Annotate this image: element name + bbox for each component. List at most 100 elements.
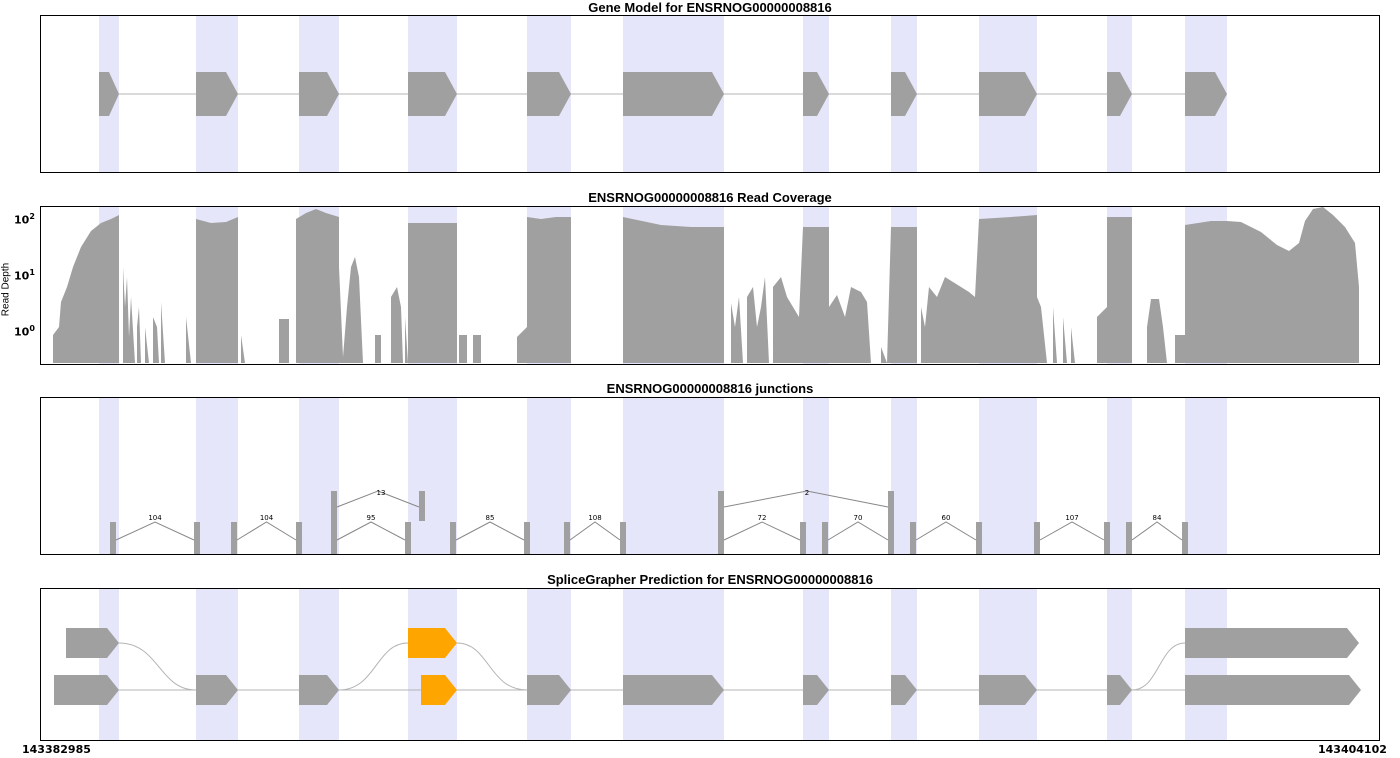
junction-count-8: 60 <box>942 514 951 522</box>
junction-count-3: 95 <box>367 514 376 522</box>
junction-bar-right-10 <box>1182 522 1188 554</box>
exon-9 <box>979 72 1037 116</box>
junction-count-upper-1: 13 <box>377 489 386 497</box>
exon-7 <box>803 72 829 116</box>
prediction-curve-4 <box>1131 642 1186 691</box>
prediction-exon-7 <box>891 675 917 705</box>
junction-count-6: 72 <box>758 514 767 522</box>
junction-bar-right-9 <box>1104 522 1110 554</box>
exon-highlight-6 <box>623 589 724 740</box>
prediction-novel-exon <box>421 675 457 705</box>
exon-highlight-4 <box>408 398 457 554</box>
exon-4 <box>408 72 457 116</box>
junction-arc-2 <box>236 521 297 541</box>
exon-highlight-11 <box>1185 589 1227 740</box>
junction-bar-upper-right-1 <box>419 491 425 521</box>
axis-end-coordinate: 143404102 <box>1318 743 1387 756</box>
exon-11 <box>1185 72 1227 116</box>
junction-arc-8 <box>915 521 977 541</box>
junction-bar-left-10 <box>1126 522 1132 554</box>
exon-highlight-11 <box>1185 398 1227 554</box>
junction-count-1: 104 <box>148 514 162 522</box>
junction-arc-upper-1 <box>336 490 420 508</box>
junction-bar-upper-left-1 <box>331 491 337 554</box>
exon-highlight-10 <box>1107 589 1132 740</box>
junction-arc-3 <box>336 521 406 541</box>
junction-bar-right-3 <box>405 522 411 554</box>
exon-highlight-1 <box>99 398 119 554</box>
exon-highlight-4 <box>408 589 457 740</box>
exon-highlight-2 <box>196 589 238 740</box>
junction-arc-6 <box>723 521 801 541</box>
junction-arc-7 <box>827 521 889 541</box>
junction-count-5: 108 <box>588 514 601 522</box>
prediction-exon-4 <box>527 675 571 705</box>
junction-bar-left-5 <box>564 522 570 554</box>
exon-highlight-7 <box>803 589 829 740</box>
junction-bar-left-7 <box>822 522 828 554</box>
junction-bar-right-1 <box>194 522 200 554</box>
junctions-title: ENSRNOG00000008816 junctions <box>606 381 814 396</box>
prediction-exon-5 <box>623 675 724 705</box>
junction-bar-upper-right-2 <box>888 491 894 554</box>
coverage-title: ENSRNOG00000008816 Read Coverage <box>588 190 832 205</box>
junctions-panel: 104 104 95 85 108 72 70 60 107 84 13 2 <box>40 397 1380 555</box>
junction-count-10: 84 <box>1153 514 1162 522</box>
exon-3 <box>299 72 339 116</box>
exon-6 <box>623 72 724 116</box>
junction-bar-right-2 <box>296 522 302 554</box>
exon-highlight-6 <box>623 398 724 554</box>
prediction-exon-1 <box>54 675 119 705</box>
exon-highlight-8 <box>891 589 917 740</box>
prediction-plot <box>54 589 1361 740</box>
prediction-exon-9 <box>1107 675 1132 705</box>
junction-count-upper-2: 2 <box>805 489 809 497</box>
gene-model-panel <box>40 15 1380 173</box>
junction-bar-left-9 <box>1034 522 1040 554</box>
prediction-exon-top-1 <box>66 628 119 658</box>
junction-bar-upper-left-2 <box>718 491 724 554</box>
exon-highlight-9 <box>979 398 1037 554</box>
prediction-panel <box>40 588 1380 741</box>
gene-model-title: Gene Model for ENSRNOG00000008816 <box>588 0 832 15</box>
prediction-exon-3 <box>299 675 339 705</box>
coverage-area <box>53 207 1359 363</box>
junction-count-4: 85 <box>486 514 495 522</box>
exon-highlight-5 <box>527 589 571 740</box>
exon-highlight-5 <box>527 398 571 554</box>
junction-arc-10 <box>1131 521 1183 541</box>
junction-bar-left-4 <box>450 522 456 554</box>
axis-start-coordinate: 143382985 <box>22 743 91 756</box>
exon-8 <box>891 72 917 116</box>
junction-bar-left-8 <box>910 522 916 554</box>
coverage-ytick-100: 102 <box>14 212 35 227</box>
junction-arc-upper-2 <box>723 490 889 508</box>
junction-bar-left-2 <box>231 522 237 554</box>
junction-arc-9 <box>1039 521 1105 541</box>
junction-bar-right-4 <box>524 522 530 554</box>
junction-bar-right-6 <box>800 522 806 554</box>
junctions-plot: 104 104 95 85 108 72 70 60 107 84 13 2 <box>99 398 1227 554</box>
junction-bar-left-1 <box>110 522 116 554</box>
exon-1 <box>99 72 119 116</box>
exon-2 <box>196 72 238 116</box>
coverage-ytick-1: 100 <box>14 324 35 339</box>
junction-arc-4 <box>455 521 525 541</box>
junction-bar-right-8 <box>976 522 982 554</box>
prediction-curve-3 <box>456 642 528 691</box>
gene-model-plot <box>99 16 1227 172</box>
prediction-exon-6 <box>803 675 829 705</box>
prediction-title: SpliceGrapher Prediction for ENSRNOG0000… <box>547 572 873 587</box>
junction-bar-right-5 <box>620 522 626 554</box>
exon-5 <box>527 72 571 116</box>
exon-highlight-3 <box>299 589 339 740</box>
junction-count-7: 70 <box>854 514 863 522</box>
prediction-exon-2 <box>196 675 238 705</box>
prediction-exon-10 <box>1185 675 1361 705</box>
coverage-ytick-10: 101 <box>14 268 35 283</box>
junction-arc-1 <box>115 521 195 541</box>
prediction-novel-exon-top <box>408 628 457 658</box>
prediction-exon-top-last <box>1185 628 1359 658</box>
prediction-exon-8 <box>979 675 1037 705</box>
exon-highlight-9 <box>979 589 1037 740</box>
